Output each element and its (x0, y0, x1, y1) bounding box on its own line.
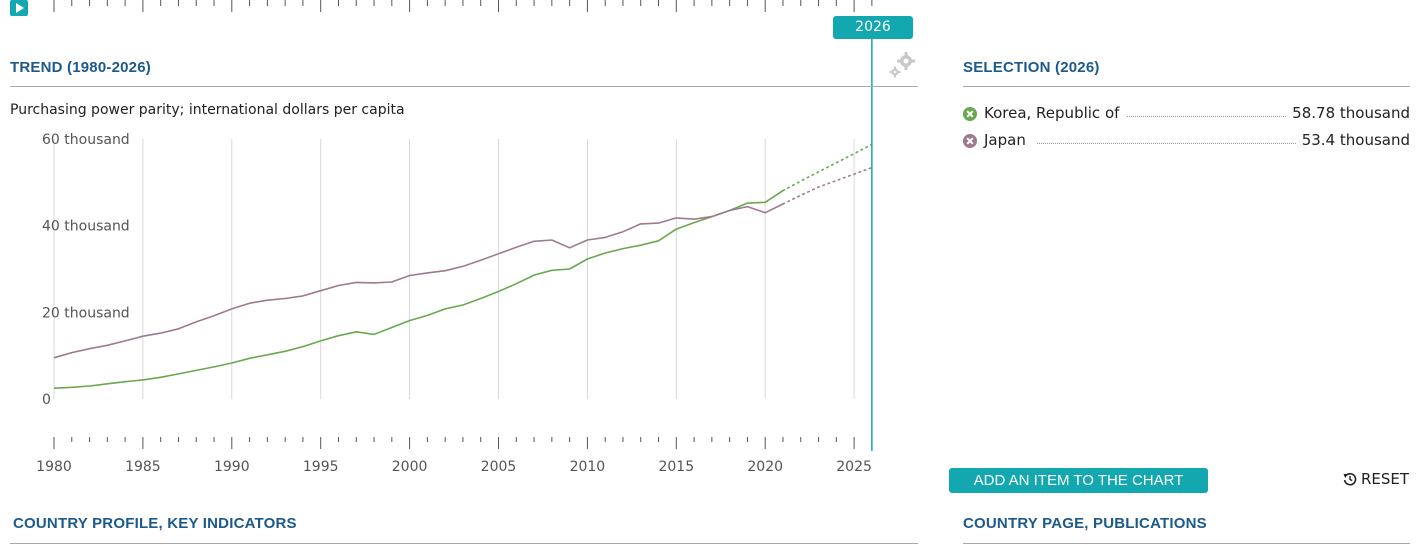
legend-value: 58.78 thousand (1286, 104, 1410, 122)
y-tick-label: 20 thousand (42, 305, 130, 321)
country-profile-link[interactable]: COUNTRY PROFILE, KEY INDICATORS (13, 515, 297, 532)
country-page-link[interactable]: COUNTRY PAGE, PUBLICATIONS (963, 515, 1207, 532)
series-line-0 (53, 189, 784, 389)
reset-button[interactable]: RESET (1343, 470, 1409, 490)
legend-label: Korea, Republic of (984, 104, 1128, 122)
legend-value: 53.4 thousand (1295, 131, 1410, 149)
selection-title: SELECTION (2026) (963, 59, 1100, 76)
x-tick-label: 2005 (481, 459, 517, 475)
chart-series (53, 143, 873, 389)
y-tick-label: 60 thousand (42, 132, 130, 148)
x-tick-label: 2010 (570, 459, 606, 475)
x-tick-label: 2025 (836, 459, 872, 475)
x-tick-label: 1980 (36, 459, 72, 475)
trend-title: TREND (1980-2026) (10, 59, 151, 76)
play-icon (10, 0, 28, 16)
y-axis: 0 20 thousand 40 thousand 60 thousand (42, 132, 130, 408)
timeline-slider[interactable] (53, 0, 873, 12)
play-button[interactable] (10, 0, 28, 16)
x-tick-label: 2015 (658, 459, 694, 475)
x-tick-label: 2020 (747, 459, 783, 475)
remove-japan-icon[interactable] (963, 134, 977, 148)
y-tick-label: 40 thousand (42, 219, 130, 235)
reset-icon (1343, 472, 1357, 490)
legend-item-korea[interactable]: Korea, Republic of 58.78 thousand (963, 104, 1410, 124)
footer-right-divider (963, 543, 1410, 544)
legend-label: Japan (984, 131, 1034, 149)
x-axis: 1980 1985 1990 1995 2000 2005 2010 2015 2020 2025 (36, 437, 873, 475)
current-year-badge[interactable]: 2026 (833, 16, 913, 39)
series-projection-1 (782, 166, 873, 205)
remove-korea-icon[interactable] (963, 107, 977, 121)
leader-dots (1123, 116, 1300, 117)
chart-subtitle: Purchasing power parity; international d… (10, 102, 405, 118)
series-line-1 (53, 203, 784, 359)
footer-left-divider (10, 543, 918, 544)
add-item-button[interactable]: ADD AN ITEM TO THE CHART (949, 468, 1208, 493)
legend-item-japan[interactable]: Japan 53.4 thousand (963, 131, 1410, 151)
selection-divider (963, 86, 1410, 87)
x-tick-label: 1995 (303, 459, 339, 475)
series-projection-0 (782, 143, 873, 192)
x-tick-label: 2000 (392, 459, 428, 475)
settings-button[interactable] (886, 50, 918, 86)
x-tick-label: 1990 (214, 459, 250, 475)
trend-divider (10, 86, 918, 87)
leader-dots (1037, 143, 1300, 144)
x-tick-label: 1985 (125, 459, 161, 475)
chart-grid (53, 139, 855, 399)
y-tick-label: 0 (42, 392, 51, 408)
reset-label: RESET (1361, 470, 1410, 488)
gear-icon (886, 52, 918, 86)
